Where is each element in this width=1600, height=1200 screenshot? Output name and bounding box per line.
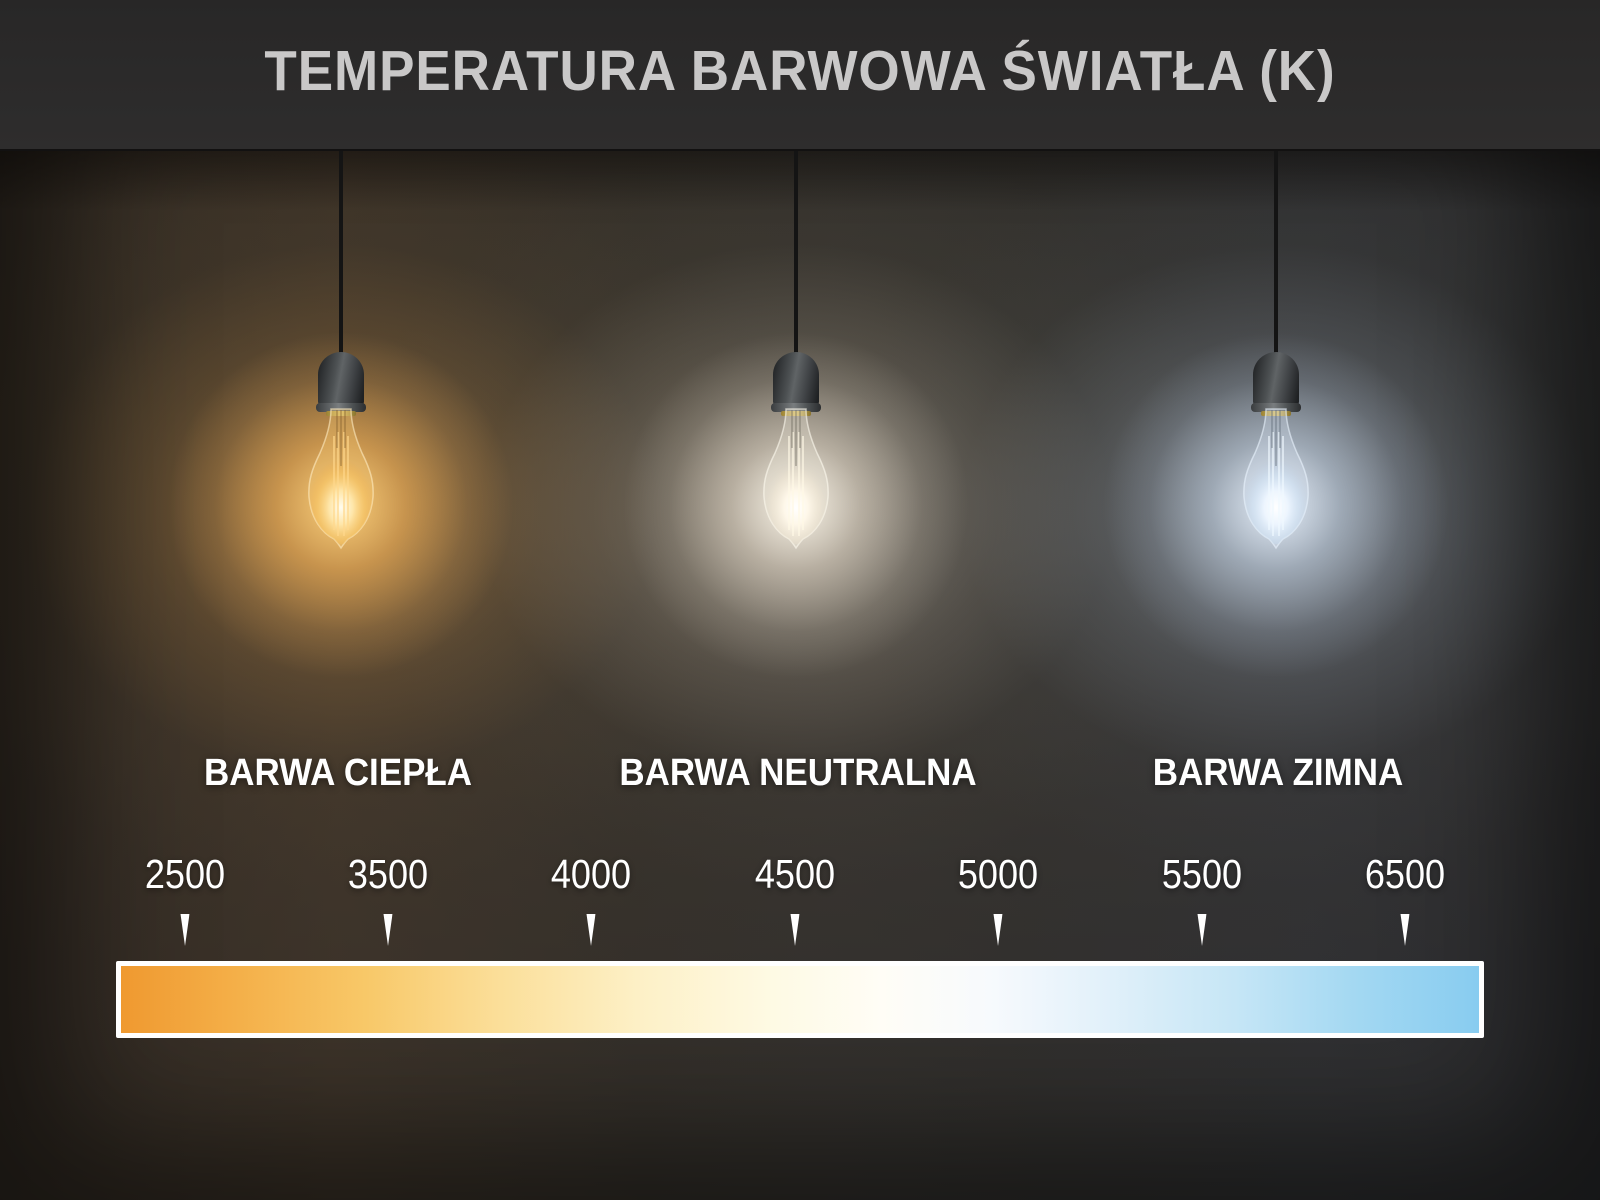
page-title: TEMPERATURA BARWOWA ŚWIATŁA (K) — [264, 39, 1336, 103]
scale-tick-6500: 6500 — [1359, 852, 1450, 946]
tick-pointer-icon — [1400, 914, 1410, 946]
pendant-cord-neutral — [794, 150, 798, 355]
tick-label: 3500 — [347, 851, 429, 897]
scale-tick-4000: 4000 — [545, 852, 636, 946]
scale-tick-2500: 2500 — [139, 852, 230, 946]
lamp-socket-warm — [318, 352, 364, 406]
lamp-socket-rim-cool — [1251, 403, 1301, 412]
tick-label: 2500 — [144, 851, 226, 897]
bulb-cool — [1243, 408, 1309, 549]
tick-label: 4000 — [550, 851, 632, 897]
bulb-warm — [308, 408, 374, 549]
scale-tick-4500: 4500 — [749, 852, 840, 946]
scale-tick-5500: 5500 — [1156, 852, 1247, 946]
tick-pointer-icon — [180, 914, 190, 946]
header-drop-shadow — [0, 149, 1600, 211]
tick-label: 6500 — [1364, 851, 1446, 897]
scale-tick-5000: 5000 — [952, 852, 1043, 946]
category-label-warm: BARWA CIEPŁA — [203, 752, 473, 794]
lamp-socket-neutral — [773, 352, 819, 406]
temperature-gradient-bar — [116, 961, 1484, 1038]
category-label-neutral: BARWA NEUTRALNA — [619, 752, 977, 794]
tick-label: 5500 — [1161, 851, 1243, 897]
pendant-cord-cool — [1274, 150, 1278, 355]
tick-pointer-icon — [383, 914, 393, 946]
category-label-cool: BARWA ZIMNA — [1152, 752, 1404, 794]
tick-pointer-icon — [790, 914, 800, 946]
lamp-socket-rim-warm — [316, 403, 366, 412]
scale-tick-3500: 3500 — [342, 852, 433, 946]
lamp-socket-cool — [1253, 352, 1299, 406]
tick-pointer-icon — [1197, 914, 1207, 946]
tick-pointer-icon — [993, 914, 1003, 946]
header-band: TEMPERATURA BARWOWA ŚWIATŁA (K) — [0, 0, 1600, 151]
tick-label: 5000 — [957, 851, 1039, 897]
tick-pointer-icon — [586, 914, 596, 946]
temperature-gradient-fill — [121, 966, 1479, 1033]
lamp-socket-rim-neutral — [771, 403, 821, 412]
pendant-cord-warm — [339, 150, 343, 355]
bulb-neutral — [763, 408, 829, 549]
tick-label: 4500 — [754, 851, 836, 897]
